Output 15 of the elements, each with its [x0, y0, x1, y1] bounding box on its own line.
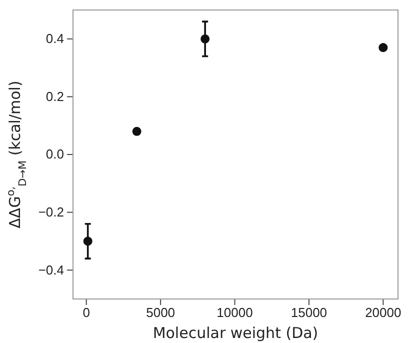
y-tick-label: −0.2 [38, 204, 64, 220]
x-tick-label: 10000 [216, 305, 253, 320]
point [83, 236, 92, 246]
x-tick-label: 15000 [290, 305, 328, 320]
y-tick-label: 0.4 [46, 31, 64, 46]
y-tick-label: 0.0 [46, 146, 64, 162]
y-tick-label: −0.4 [38, 262, 64, 278]
point [132, 126, 142, 136]
x-axis-title: Molecular weight (Da) [152, 324, 318, 342]
x-tick-label: 20000 [365, 305, 402, 320]
x-tick-label: 5000 [146, 305, 176, 320]
point [378, 43, 388, 52]
point [200, 34, 210, 44]
x-tick-label: 0 [82, 305, 90, 320]
y-tick-label: 0.2 [46, 88, 64, 104]
